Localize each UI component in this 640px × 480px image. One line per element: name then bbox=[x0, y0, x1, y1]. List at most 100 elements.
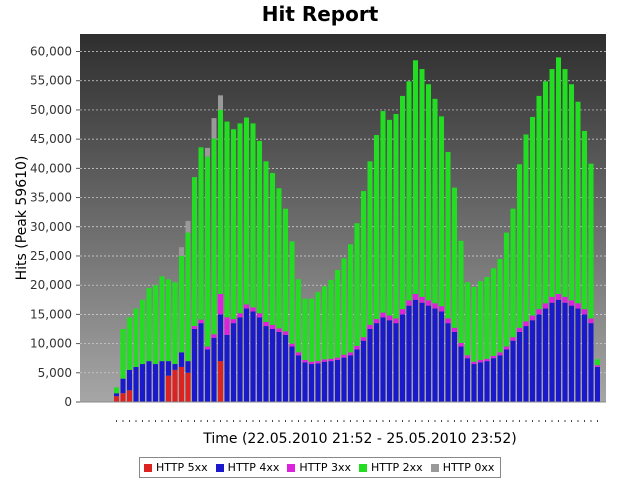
bar-http-4xx bbox=[179, 352, 184, 367]
bar-http-3xx bbox=[530, 315, 535, 321]
bar-http-4xx bbox=[406, 305, 412, 402]
bar-series bbox=[114, 57, 600, 402]
bar-http-3xx bbox=[309, 361, 314, 365]
bar-http-3xx bbox=[296, 352, 301, 356]
bar-http-4xx bbox=[127, 369, 132, 391]
bar-http-3xx bbox=[452, 327, 457, 332]
y-tick-label: 20,000 bbox=[30, 278, 72, 292]
bar-http-2xx bbox=[289, 241, 295, 344]
bar-http-2xx bbox=[185, 232, 191, 362]
bar-http-2xx bbox=[406, 81, 412, 301]
bar-http-2xx bbox=[432, 98, 438, 304]
bar-http-0xx bbox=[218, 95, 223, 110]
bar-http-4xx bbox=[400, 314, 405, 402]
bar-http-4xx bbox=[257, 317, 262, 402]
bar-http-2xx bbox=[153, 285, 158, 365]
bar-http-2xx bbox=[127, 317, 132, 370]
bar-http-5xx bbox=[218, 361, 223, 402]
y-tick-label: 35,000 bbox=[30, 191, 72, 205]
bar-http-4xx bbox=[458, 346, 464, 402]
bar-http-4xx bbox=[322, 361, 327, 402]
bar-http-2xx bbox=[348, 244, 353, 353]
bar-http-4xx bbox=[523, 326, 529, 402]
bar-http-4xx bbox=[348, 355, 353, 402]
bar-http-4xx bbox=[328, 361, 334, 402]
bar-http-3xx bbox=[491, 355, 496, 359]
bar-http-4xx bbox=[276, 331, 282, 402]
y-axis: 0 5,000 10,000 15,000 20,000 25,000 30,000 35,0… bbox=[30, 45, 80, 409]
bar-http-2xx bbox=[361, 191, 366, 338]
bar-http-2xx bbox=[146, 288, 152, 362]
bar-http-3xx bbox=[380, 312, 386, 318]
bar-http-4xx bbox=[517, 331, 522, 402]
x-axis-label: Time (22.05.2010 21:52 - 25.05.2010 23:5… bbox=[203, 431, 517, 447]
bar-http-3xx bbox=[445, 318, 451, 324]
bar-http-4xx bbox=[432, 308, 438, 402]
bar-http-2xx bbox=[309, 298, 314, 362]
bar-http-2xx bbox=[491, 268, 496, 356]
bar-http-2xx bbox=[133, 308, 139, 367]
y-tick-label: 40,000 bbox=[30, 161, 72, 175]
bar-http-4xx bbox=[562, 302, 568, 402]
bar-http-3xx bbox=[432, 303, 438, 309]
bar-http-3xx bbox=[543, 303, 548, 309]
bar-http-4xx bbox=[380, 317, 386, 402]
legend-label: HTTP 3xx bbox=[299, 461, 352, 474]
bar-http-2xx bbox=[400, 95, 405, 310]
bar-http-4xx bbox=[575, 308, 581, 402]
bar-http-2xx bbox=[582, 130, 587, 310]
bar-http-2xx bbox=[257, 140, 262, 314]
bar-http-4xx bbox=[302, 362, 308, 402]
legend-label: HTTP 0xx bbox=[442, 461, 495, 474]
bar-http-3xx bbox=[224, 317, 230, 335]
bar-http-2xx bbox=[380, 111, 386, 313]
bar-http-4xx bbox=[536, 314, 542, 402]
bar-http-3xx bbox=[263, 321, 269, 327]
bar-http-3xx bbox=[393, 318, 399, 324]
legend-swatch bbox=[144, 463, 152, 472]
bar-http-2xx bbox=[335, 269, 340, 358]
bar-http-2xx bbox=[276, 188, 282, 329]
bar-http-4xx bbox=[452, 331, 457, 402]
bar-http-4xx bbox=[185, 361, 191, 373]
bar-http-3xx bbox=[419, 296, 425, 303]
bar-http-2xx bbox=[250, 123, 256, 308]
bar-http-3xx bbox=[367, 324, 373, 329]
bar-http-3xx bbox=[315, 361, 321, 364]
legend-swatch bbox=[430, 463, 439, 472]
bar-http-3xx bbox=[231, 319, 236, 324]
bar-http-3xx bbox=[283, 331, 288, 335]
bar-http-4xx bbox=[530, 320, 535, 402]
bar-http-4xx bbox=[582, 314, 587, 402]
bar-http-3xx bbox=[250, 307, 256, 312]
bar-http-3xx bbox=[588, 318, 594, 324]
bar-http-2xx bbox=[231, 129, 236, 320]
bar-http-4xx bbox=[445, 323, 451, 402]
bar-http-3xx bbox=[504, 346, 509, 350]
bar-http-4xx bbox=[270, 328, 275, 402]
bar-http-2xx bbox=[140, 299, 145, 365]
bar-http-3xx bbox=[400, 309, 405, 315]
legend-item: HTTP 5xx bbox=[144, 461, 208, 474]
bar-http-2xx bbox=[166, 279, 171, 362]
bar-http-2xx bbox=[283, 208, 288, 332]
bar-http-4xx bbox=[484, 361, 490, 402]
bar-http-5xx bbox=[179, 366, 184, 402]
bar-http-3xx bbox=[471, 361, 477, 365]
bar-http-4xx bbox=[374, 323, 379, 402]
bar-http-2xx bbox=[497, 258, 503, 353]
bar-http-4xx bbox=[211, 337, 217, 402]
bar-http-3xx bbox=[302, 359, 308, 363]
bar-http-2xx bbox=[120, 328, 126, 379]
bar-http-4xx bbox=[439, 311, 444, 402]
bar-http-3xx bbox=[478, 359, 483, 363]
bar-http-2xx bbox=[439, 116, 444, 307]
bar-http-2xx bbox=[341, 258, 347, 355]
bar-http-3xx bbox=[328, 358, 334, 362]
bar-http-2xx bbox=[595, 359, 600, 366]
legend-item: HTTP 2xx bbox=[359, 461, 423, 474]
bar-http-3xx bbox=[595, 365, 600, 367]
y-tick-label: 10,000 bbox=[30, 337, 72, 351]
bar-http-2xx bbox=[478, 281, 483, 360]
